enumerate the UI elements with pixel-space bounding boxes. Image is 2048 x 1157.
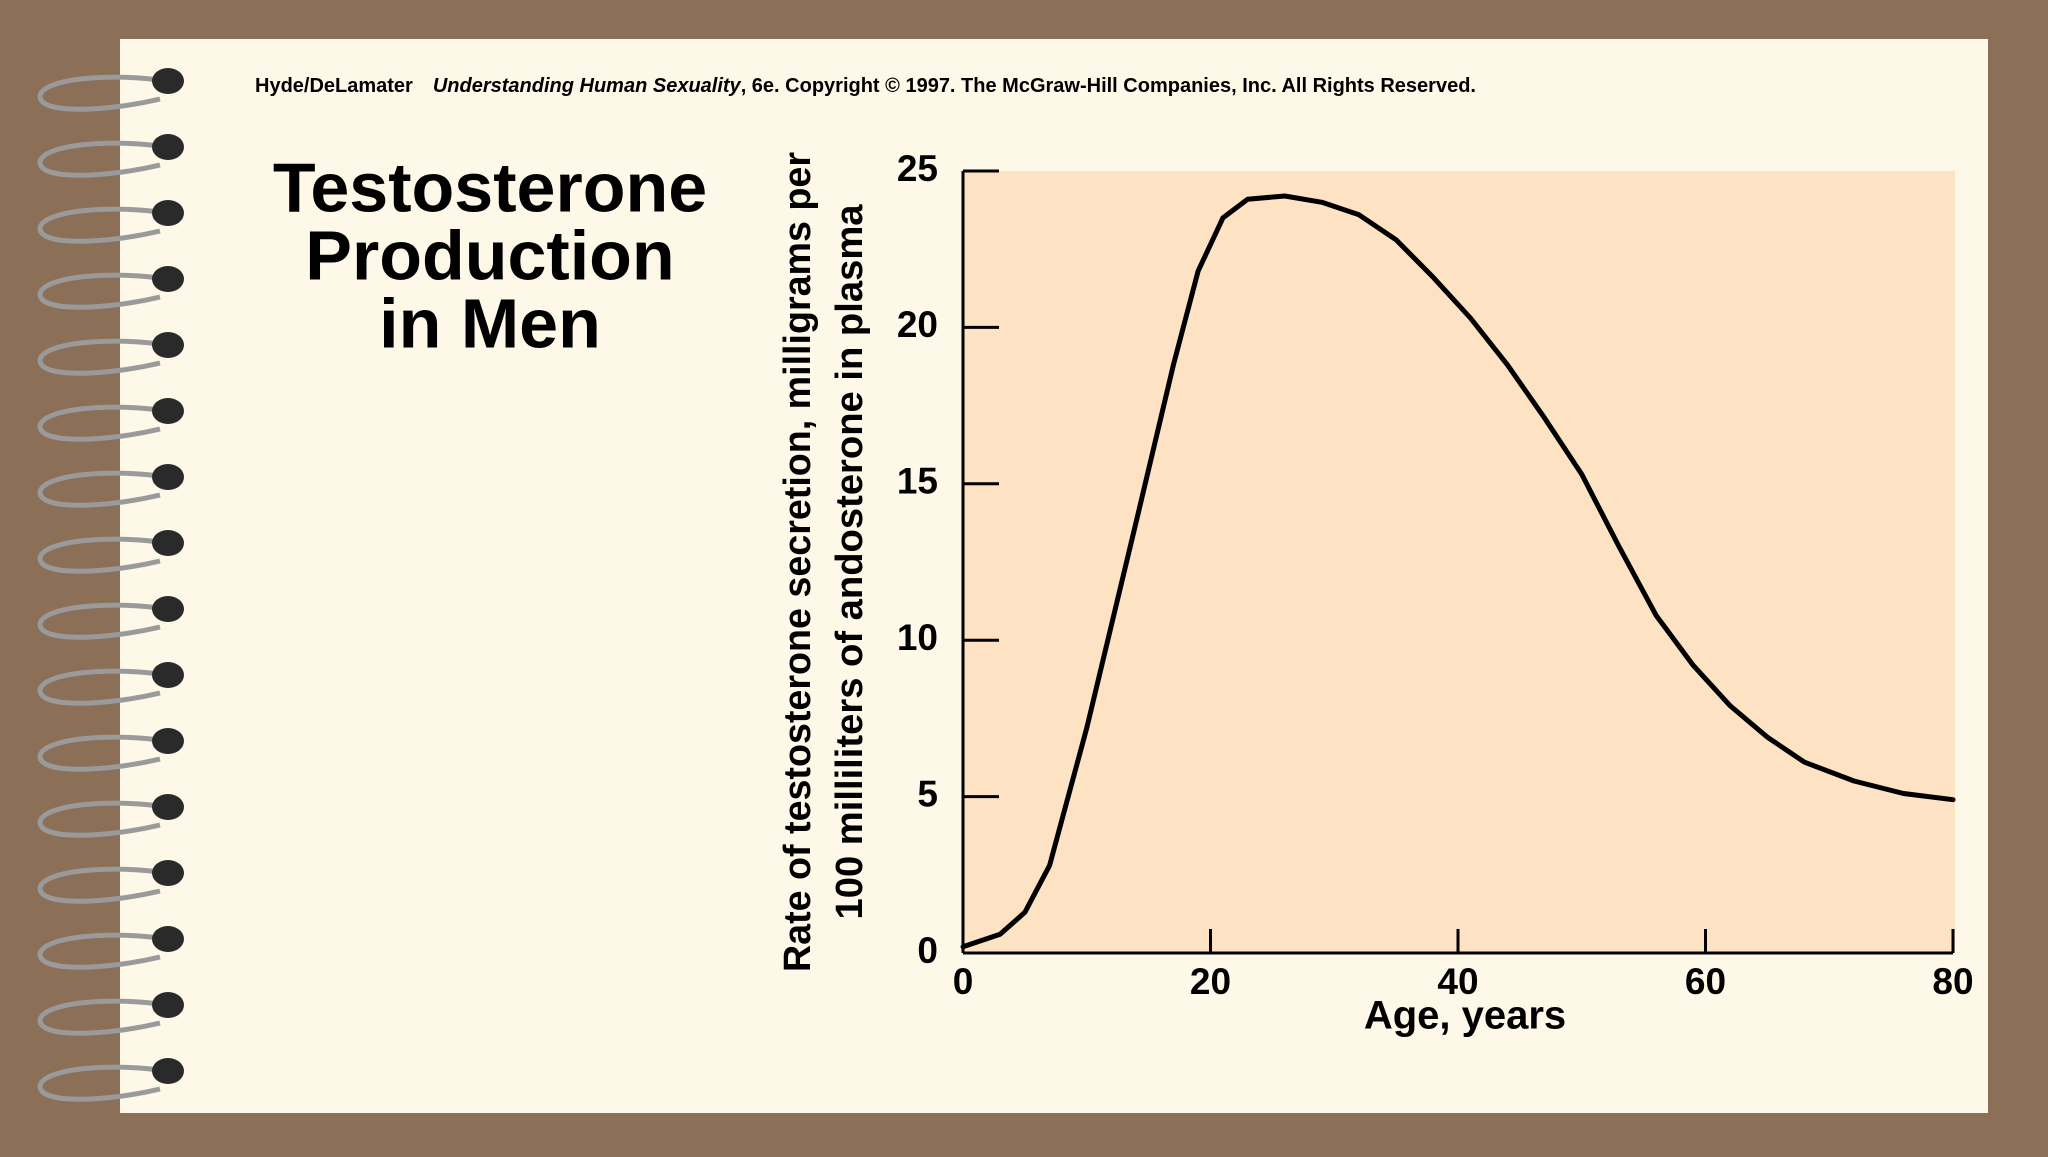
ring-hole — [152, 728, 184, 754]
ring-hole — [152, 398, 184, 424]
ring-wire — [37, 470, 166, 508]
y-tick-label: 20 — [897, 304, 938, 345]
ring-hole — [152, 464, 184, 490]
spiral-binding — [37, 68, 184, 1102]
ring-wire — [37, 74, 166, 112]
ring-hole — [152, 992, 184, 1018]
copyright: Hyde/DeLamater Understanding Human Sexual… — [255, 75, 1476, 97]
ring-wire — [37, 998, 166, 1036]
y-tick-label: 0 — [917, 930, 938, 971]
ring-hole — [152, 794, 184, 820]
ring-hole — [152, 1058, 184, 1084]
ring-wire — [37, 866, 166, 904]
ring-hole — [152, 860, 184, 886]
y-tick-label: 25 — [897, 148, 938, 189]
ring-wire — [37, 602, 166, 640]
ring-wire — [37, 734, 166, 772]
y-axis-label: Rate of testosterone secretion, milligra… — [777, 152, 819, 972]
ring-wire — [37, 338, 166, 376]
book-title: Understanding Human Sexuality — [433, 75, 742, 97]
y-tick-label: 15 — [897, 461, 938, 502]
x-tick-label: 80 — [1932, 961, 1973, 1002]
authors: Hyde/DeLamater — [255, 75, 413, 97]
ring-wire — [37, 1064, 166, 1102]
x-tick-label: 0 — [953, 961, 974, 1002]
ring-hole — [152, 200, 184, 226]
ring-hole — [152, 134, 184, 160]
copyright-text: , 6e. Copyright © 1997. The McGraw-Hill … — [741, 75, 1476, 97]
plot-area — [963, 171, 1955, 953]
data-line — [960, 193, 1956, 950]
x-tick-label: 60 — [1685, 961, 1726, 1002]
x-tick-label: 40 — [1437, 961, 1478, 1002]
ring-wire — [37, 536, 166, 574]
ring-hole — [152, 332, 184, 358]
ring-wire — [37, 206, 166, 244]
ring-wire — [37, 404, 166, 442]
ring-wire — [37, 668, 166, 706]
chart-title: Testosterone — [273, 148, 707, 226]
ring-wire — [37, 800, 166, 838]
chart-title: in Men — [379, 284, 601, 362]
ring-wire — [37, 140, 166, 178]
ring-hole — [152, 530, 184, 556]
y-tick-label: 5 — [917, 773, 938, 814]
ring-hole — [152, 926, 184, 952]
ring-wire — [37, 272, 166, 310]
chart-title: Production — [305, 216, 674, 294]
x-tick-label: 20 — [1190, 961, 1231, 1002]
y-axis-label: 100 milliliters of andosterone in plasma — [829, 204, 871, 920]
ring-hole — [152, 68, 184, 94]
x-axis-label: Age, years — [1364, 994, 1566, 1038]
ring-hole — [152, 266, 184, 292]
ring-wire — [37, 932, 166, 970]
y-tick-label: 10 — [897, 617, 938, 658]
ring-hole — [152, 662, 184, 688]
ring-hole — [152, 596, 184, 622]
